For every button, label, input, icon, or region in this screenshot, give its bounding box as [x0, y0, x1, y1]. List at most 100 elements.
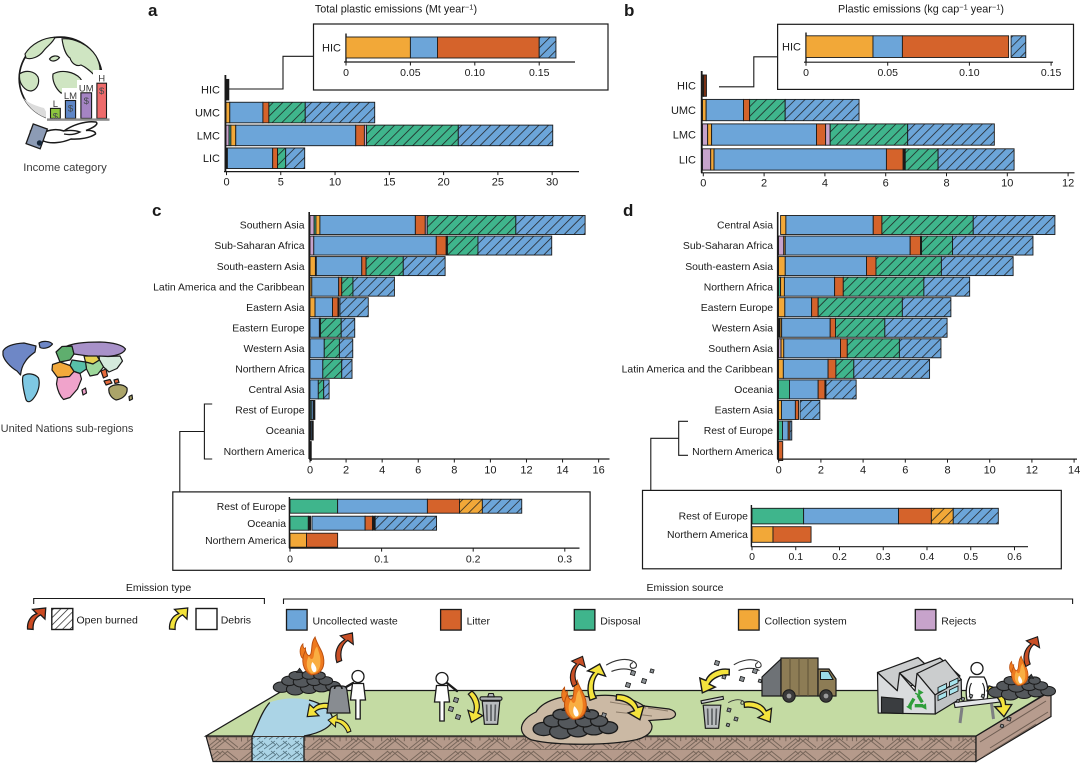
- svg-text:0.1: 0.1: [788, 551, 803, 563]
- svg-text:Eastern Asia: Eastern Asia: [715, 406, 774, 417]
- svg-text:$: $: [84, 96, 90, 107]
- svg-text:10: 10: [484, 465, 496, 477]
- svg-text:Western Asia: Western Asia: [243, 344, 304, 355]
- svg-text:$: $: [68, 104, 74, 115]
- svg-text:12: 12: [1062, 178, 1074, 190]
- svg-text:Northern Africa: Northern Africa: [704, 282, 774, 293]
- svg-text:12: 12: [1026, 465, 1038, 477]
- svg-text:HIC: HIC: [201, 85, 220, 97]
- svg-text:25: 25: [492, 177, 504, 189]
- svg-text:0.3: 0.3: [557, 553, 572, 565]
- svg-text:Oceania: Oceania: [734, 385, 773, 396]
- svg-text:2: 2: [761, 178, 767, 190]
- svg-text:0.3: 0.3: [876, 551, 891, 563]
- svg-text:0: 0: [343, 67, 349, 79]
- svg-text:HIC: HIC: [782, 42, 801, 54]
- svg-text:0.10: 0.10: [465, 67, 486, 79]
- svg-text:LMC: LMC: [673, 130, 696, 142]
- svg-text:0: 0: [307, 465, 313, 477]
- svg-text:10: 10: [984, 465, 996, 477]
- svg-text:2: 2: [818, 465, 824, 477]
- svg-text:4: 4: [822, 178, 828, 190]
- svg-text:6: 6: [415, 465, 421, 477]
- svg-text:LMC: LMC: [197, 130, 220, 142]
- svg-text:b: b: [624, 1, 634, 20]
- svg-text:15: 15: [383, 177, 395, 189]
- svg-text:Western Asia: Western Asia: [712, 323, 773, 334]
- svg-text:Emission type: Emission type: [126, 582, 192, 594]
- svg-text:Latin America and the Caribbea: Latin America and the Caribbean: [153, 282, 305, 293]
- svg-text:United Nations sub-regions: United Nations sub-regions: [1, 423, 134, 435]
- svg-text:H: H: [98, 74, 105, 85]
- svg-text:$: $: [99, 86, 105, 97]
- svg-text:Northern Africa: Northern Africa: [235, 365, 305, 376]
- svg-text:Disposal: Disposal: [600, 616, 640, 628]
- svg-text:Eastern Europe: Eastern Europe: [232, 323, 304, 334]
- svg-text:UMC: UMC: [671, 105, 696, 117]
- svg-text:Rest of Europe: Rest of Europe: [704, 426, 774, 437]
- svg-text:Debris: Debris: [221, 615, 251, 627]
- svg-text:0: 0: [223, 177, 229, 189]
- svg-text:0.05: 0.05: [400, 67, 421, 79]
- svg-text:4: 4: [860, 465, 866, 477]
- svg-text:Northern America: Northern America: [692, 447, 773, 458]
- svg-text:14: 14: [556, 465, 568, 477]
- svg-text:4: 4: [379, 465, 385, 477]
- svg-text:0.05: 0.05: [877, 67, 898, 79]
- svg-text:6: 6: [902, 465, 908, 477]
- svg-text:6: 6: [883, 178, 889, 190]
- svg-text:0: 0: [776, 465, 782, 477]
- svg-text:Southern Asia: Southern Asia: [708, 344, 773, 355]
- svg-text:Sub-Saharan Africa: Sub-Saharan Africa: [683, 241, 773, 252]
- svg-text:Rest of Europe: Rest of Europe: [235, 406, 305, 417]
- svg-text:Southern Asia: Southern Asia: [240, 221, 305, 232]
- svg-text:Northern America: Northern America: [667, 530, 748, 541]
- svg-text:Latin America and the Caribbea: Latin America and the Caribbean: [622, 365, 774, 376]
- svg-text:Eastern Asia: Eastern Asia: [246, 303, 305, 314]
- svg-text:Oceania: Oceania: [266, 426, 305, 437]
- svg-text:10: 10: [1001, 178, 1013, 190]
- svg-text:Oceania: Oceania: [247, 519, 286, 530]
- svg-text:Open burned: Open burned: [77, 615, 138, 627]
- svg-text:30: 30: [546, 177, 558, 189]
- svg-text:0.5: 0.5: [963, 551, 978, 563]
- svg-text:d: d: [623, 201, 633, 220]
- svg-text:10: 10: [329, 177, 341, 189]
- svg-text:Rejects: Rejects: [941, 616, 976, 628]
- svg-text:0.4: 0.4: [920, 551, 935, 563]
- svg-text:0.2: 0.2: [466, 553, 481, 565]
- svg-text:14: 14: [1068, 465, 1080, 477]
- svg-text:Rest of Europe: Rest of Europe: [217, 502, 287, 513]
- svg-text:0.15: 0.15: [1041, 67, 1062, 79]
- svg-text:L: L: [53, 99, 58, 110]
- svg-text:LIC: LIC: [203, 153, 220, 165]
- svg-text:c: c: [152, 201, 161, 220]
- svg-text:Rest of Europe: Rest of Europe: [679, 512, 749, 523]
- svg-text:0.1: 0.1: [374, 553, 389, 565]
- svg-text:Collection system: Collection system: [765, 616, 848, 628]
- svg-text:0.6: 0.6: [1007, 551, 1022, 563]
- svg-text:Uncollected waste: Uncollected waste: [313, 616, 398, 628]
- svg-text:UM: UM: [79, 83, 94, 94]
- svg-text:HIC: HIC: [677, 81, 696, 93]
- svg-text:Total plastic emissions (Mt ye: Total plastic emissions (Mt year−1): [315, 2, 477, 15]
- svg-text:Central Asia: Central Asia: [717, 221, 773, 232]
- svg-text:0: 0: [700, 178, 706, 190]
- svg-text:0.10: 0.10: [959, 67, 980, 79]
- svg-text:Eastern Europe: Eastern Europe: [701, 303, 773, 314]
- svg-text:South-eastern Asia: South-eastern Asia: [217, 262, 305, 273]
- svg-text:UMC: UMC: [195, 108, 220, 120]
- svg-text:2: 2: [343, 465, 349, 477]
- svg-text:0.15: 0.15: [529, 67, 550, 79]
- svg-text:0: 0: [287, 553, 293, 565]
- svg-text:Emission source: Emission source: [646, 582, 723, 594]
- svg-text:Central Asia: Central Asia: [248, 385, 304, 396]
- svg-text:8: 8: [944, 465, 950, 477]
- svg-text:0: 0: [803, 67, 809, 79]
- svg-text:16: 16: [593, 465, 605, 477]
- svg-text:a: a: [148, 1, 158, 20]
- svg-text:LIC: LIC: [679, 154, 696, 166]
- svg-text:HIC: HIC: [322, 43, 341, 55]
- svg-text:0.2: 0.2: [832, 551, 847, 563]
- svg-text:Plastic emissions (kg cap−1 ye: Plastic emissions (kg cap−1 year−1): [838, 2, 1004, 15]
